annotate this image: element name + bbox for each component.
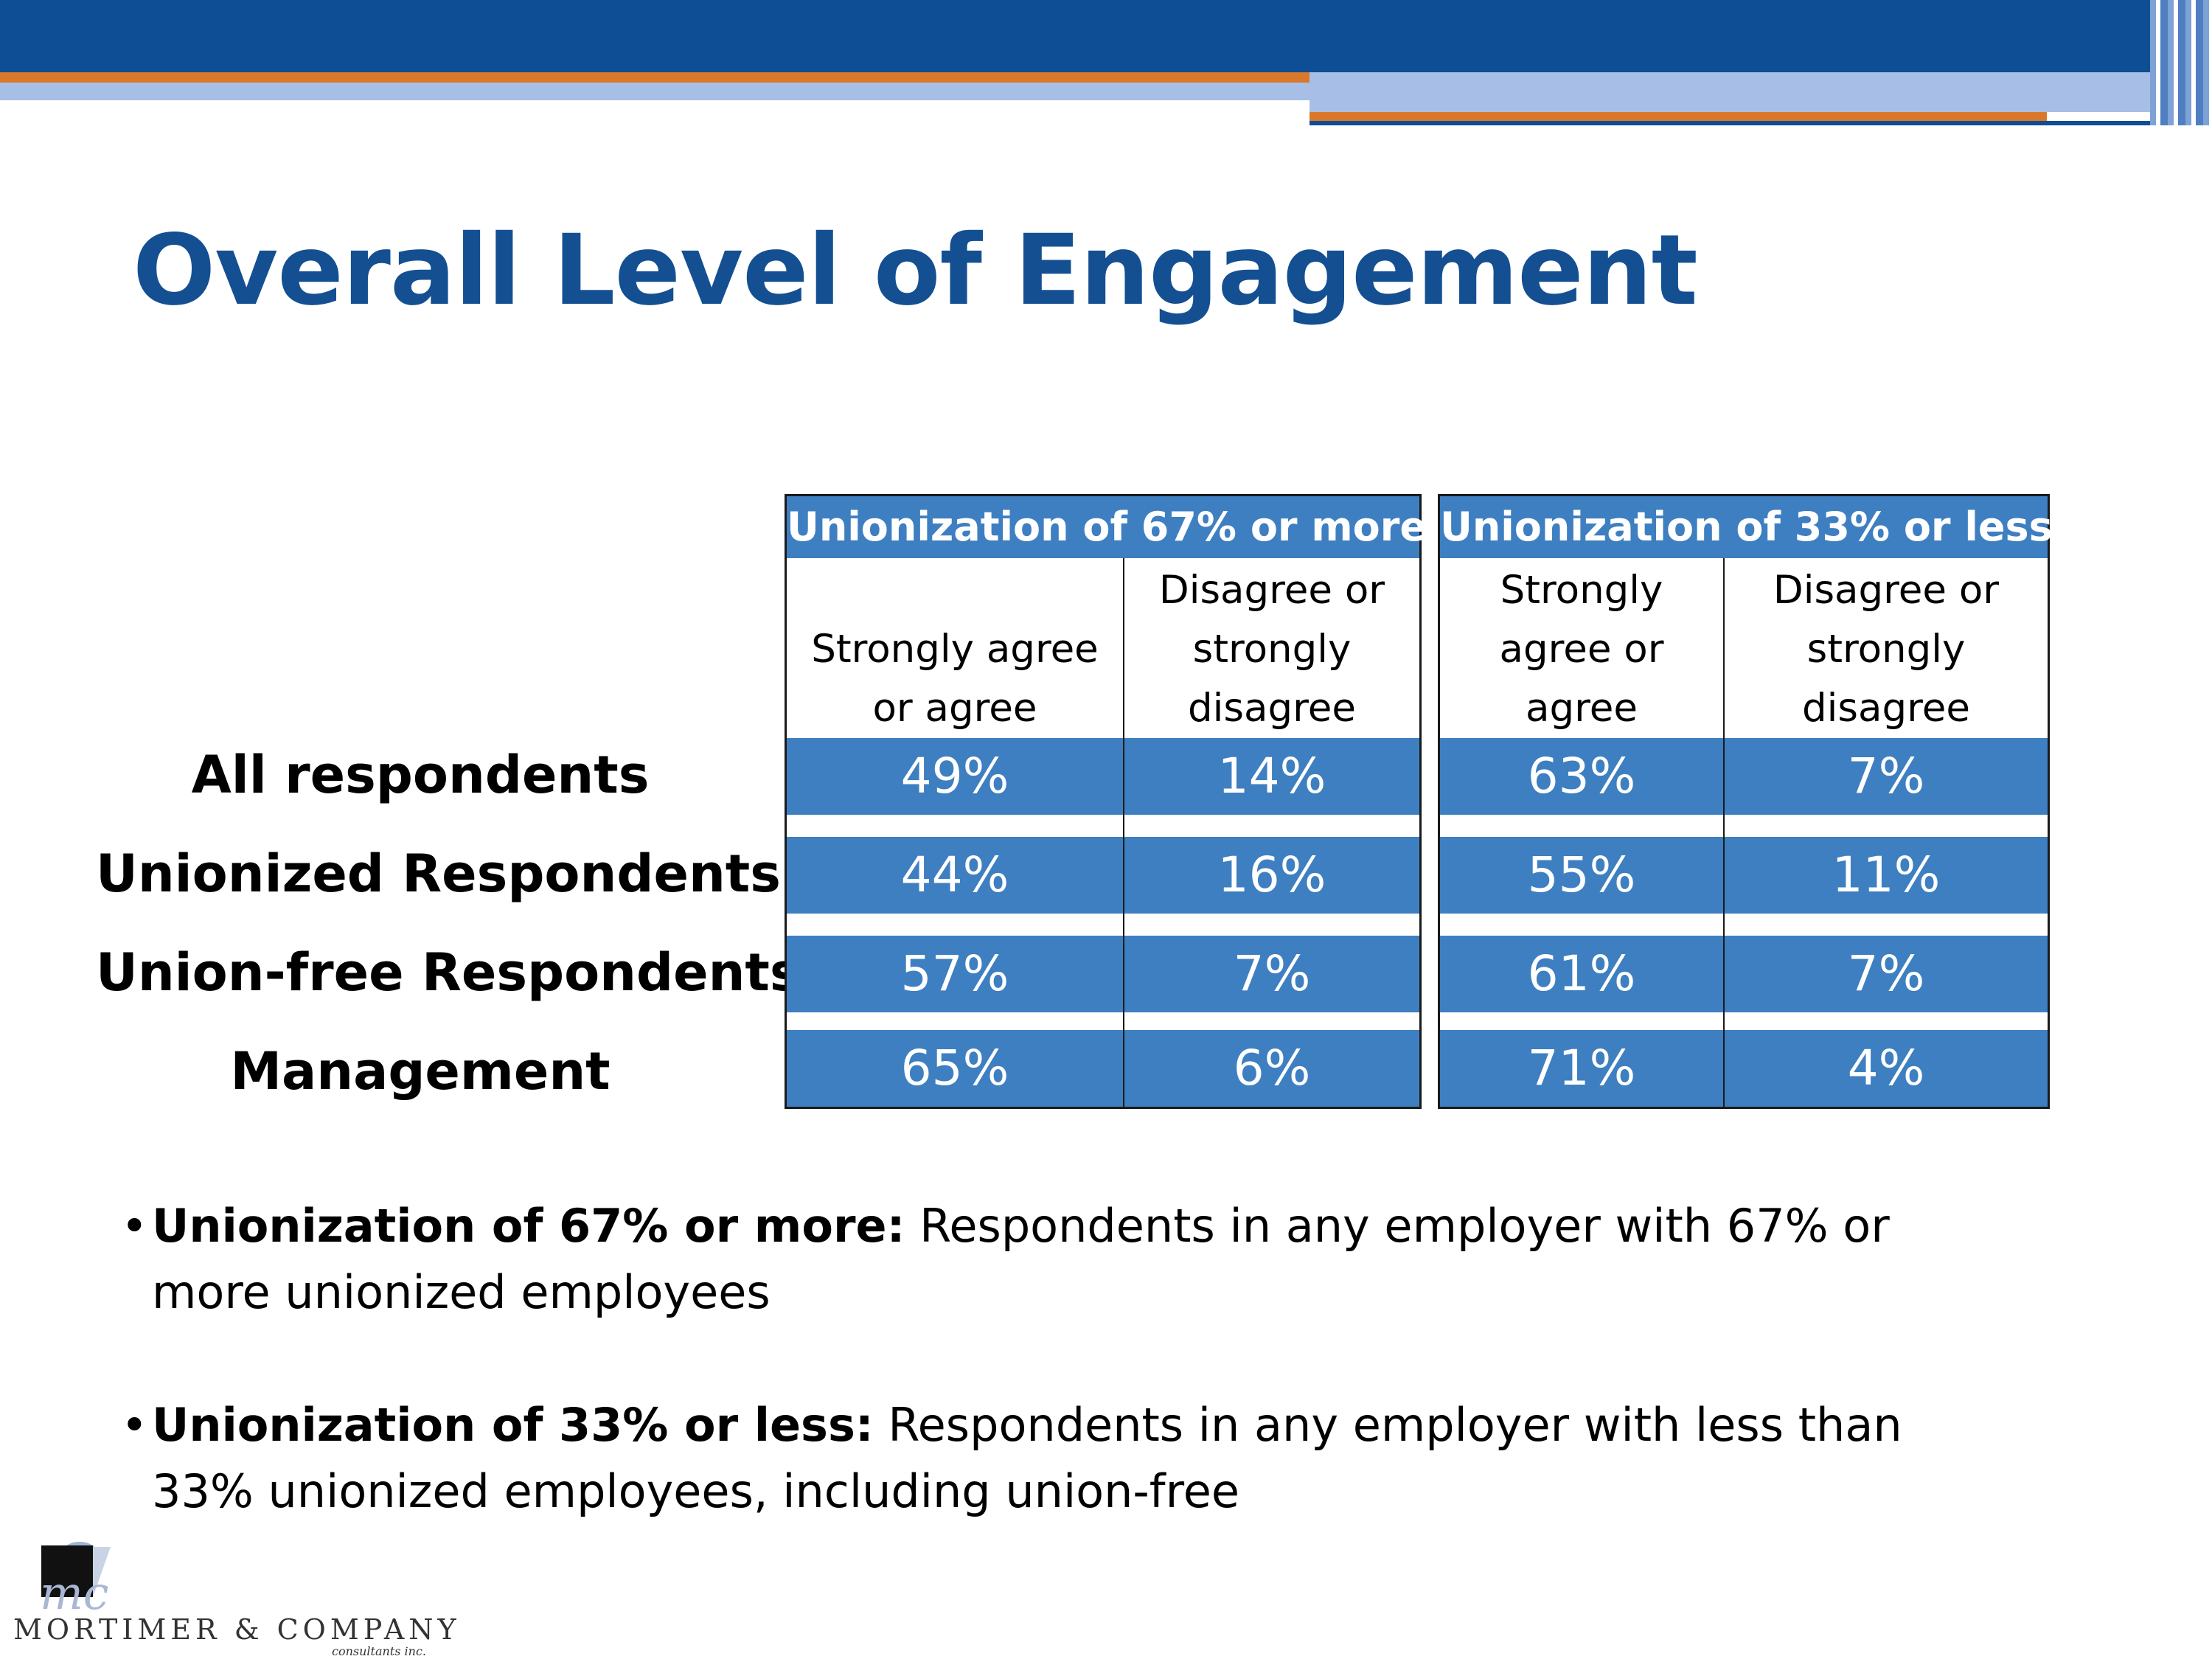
table-cell: 6% <box>1233 1040 1311 1096</box>
header-right-accent-line <box>1310 112 2047 121</box>
table-cell: 7% <box>1847 748 1925 804</box>
header-band <box>0 0 2212 72</box>
column-header-agree: Strongly agree or agree <box>1440 558 1723 738</box>
table-cell: 16% <box>1217 846 1326 903</box>
table-cell: 11% <box>1832 846 1941 903</box>
header-right-rule <box>1310 121 2212 125</box>
table-cell: 44% <box>900 846 1009 903</box>
column-header-line: or agree <box>872 686 1037 731</box>
table-row: 65% 6% <box>787 1030 1419 1107</box>
table-row: 63% 7% <box>1440 738 2048 815</box>
table-cell: 65% <box>900 1040 1009 1096</box>
row-label-union-free: Union-free Respondents <box>96 942 801 1003</box>
note-term: Unionization of 67% or more: <box>152 1199 905 1253</box>
table-cell: 4% <box>1847 1040 1925 1096</box>
header-accent-line <box>0 72 1310 83</box>
column-header-line: Disagree or <box>1158 568 1385 613</box>
note-description: Respondents in any employer with less th… <box>152 1398 1902 1518</box>
table-cell: 7% <box>1847 945 1925 1002</box>
bullet-icon: • <box>121 1398 148 1452</box>
table-unionization-67-or-more: Unionization of 67% or more Strongly agr… <box>785 494 1427 1109</box>
column-header-line: disagree <box>1188 686 1356 731</box>
row-label-unionized: Unionized Respondents <box>96 844 781 904</box>
table-cell: 14% <box>1217 748 1326 804</box>
table-cell: 49% <box>900 748 1009 804</box>
table-cell: 57% <box>900 945 1009 1002</box>
table-row: 49% 14% <box>787 738 1419 815</box>
column-header-disagree: Disagree or strongly disagree <box>1725 558 2048 738</box>
logo-monogram: mc <box>40 1566 109 1613</box>
column-divider <box>1123 558 1124 1107</box>
note-33-or-less: • Unionization of 33% or less: Responden… <box>121 1392 2013 1525</box>
logo-mark-icon: mc <box>40 1542 111 1613</box>
column-header-disagree: Disagree or strongly disagree <box>1124 558 1419 738</box>
column-header-line: Strongly agree <box>811 627 1099 672</box>
column-header-line: Disagree or <box>1773 568 2000 613</box>
logo-tagline: consultants inc. <box>332 1644 426 1658</box>
header-light-band <box>0 83 1310 100</box>
table-cell: 71% <box>1527 1040 1636 1096</box>
company-logo: mc MORTIMER & COMPANY consultants inc. <box>0 1526 457 1659</box>
group-header: Unionization of 33% or less <box>1440 496 2053 558</box>
group-header: Unionization of 67% or more <box>787 496 1427 558</box>
column-header-line: agree or <box>1499 627 1664 672</box>
table-row: 57% 7% <box>787 936 1419 1012</box>
note-text: Unionization of 67% or more: Respondents… <box>125 1193 2013 1326</box>
note-term: Unionization of 33% or less: <box>152 1398 874 1452</box>
table-cell: 61% <box>1527 945 1636 1002</box>
column-divider <box>1723 558 1725 1107</box>
bullet-icon: • <box>121 1199 148 1253</box>
header-stripes <box>2150 0 2212 125</box>
note-description: Respondents in any employer with 67% or … <box>152 1199 1890 1319</box>
column-header-line: agree <box>1526 686 1638 731</box>
table-row: 71% 4% <box>1440 1030 2048 1107</box>
slide-title: Overall Level of Engagement <box>133 214 1698 327</box>
table-cell: 63% <box>1527 748 1636 804</box>
table-cell: 7% <box>1233 945 1311 1002</box>
header-right-band <box>1310 72 2150 112</box>
table-unionization-33-or-less: Unionization of 33% or less Strongly agr… <box>1438 494 2053 1109</box>
column-header-line: disagree <box>1802 686 1970 731</box>
column-header-line: strongly <box>1192 627 1352 672</box>
table-row: 61% 7% <box>1440 936 2048 1012</box>
column-header-agree: Strongly agree or agree <box>787 558 1123 738</box>
column-header-line: strongly <box>1806 627 1966 672</box>
table-cell: 55% <box>1527 846 1636 903</box>
row-label-management: Management <box>230 1041 611 1102</box>
note-67-or-more: • Unionization of 67% or more: Responden… <box>121 1193 2013 1326</box>
logo-company-name: MORTIMER & COMPANY <box>13 1613 461 1646</box>
table-row: 55% 11% <box>1440 837 2048 914</box>
note-text: Unionization of 33% or less: Respondents… <box>125 1392 2013 1525</box>
row-label-all-respondents: All respondents <box>191 745 650 805</box>
column-header-line: Strongly <box>1500 568 1663 613</box>
table-row: 44% 16% <box>787 837 1419 914</box>
